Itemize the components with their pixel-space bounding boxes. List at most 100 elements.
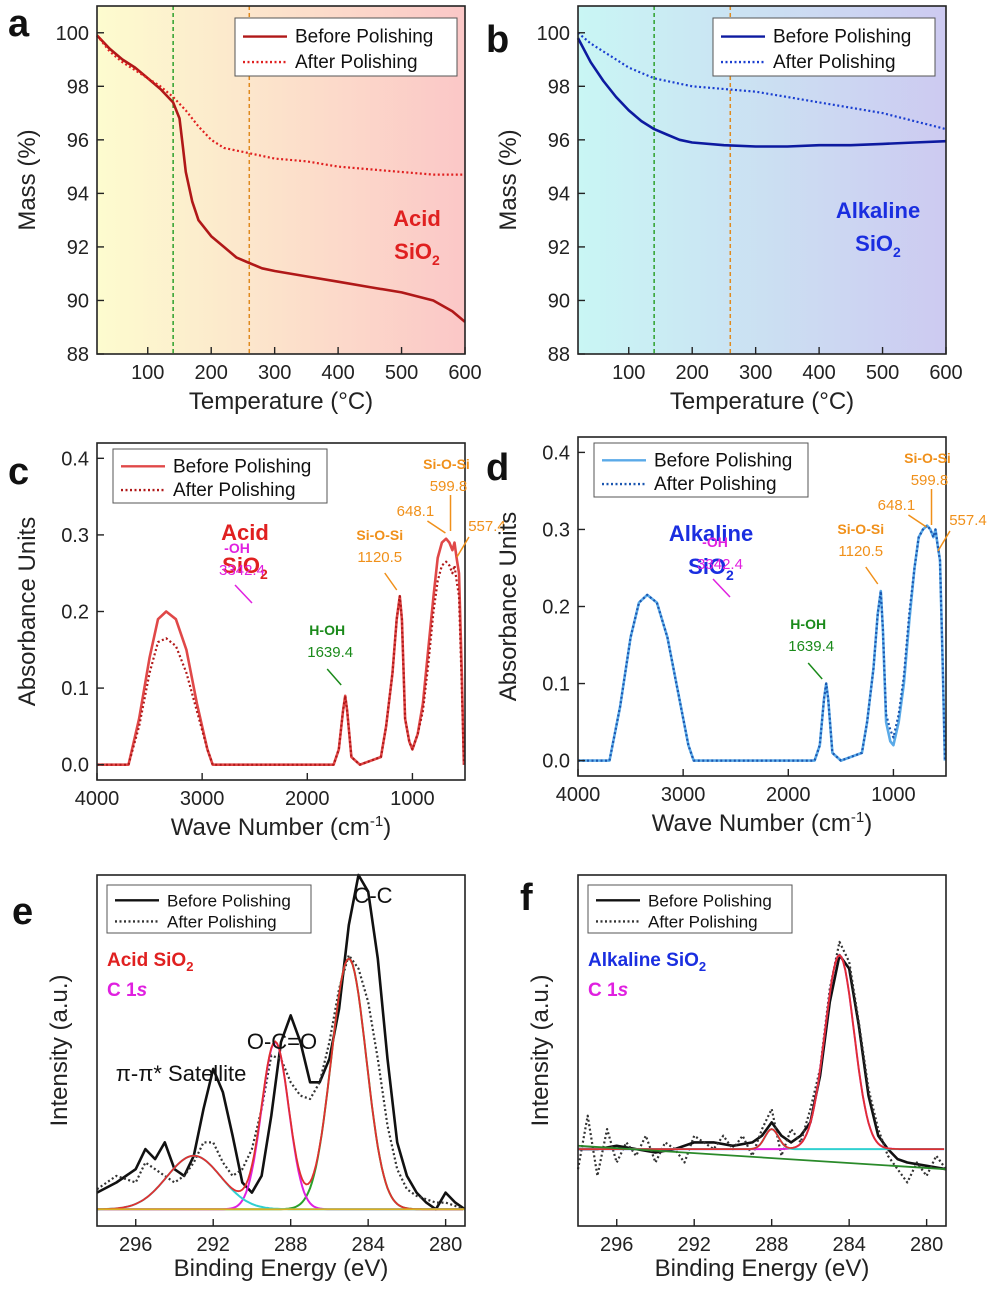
panel-e: 296 292 288 284 280 Binding Energy (eV) Intens… bbox=[12, 873, 466, 1282]
sample-label-sub: 2 bbox=[726, 567, 734, 583]
legend-entry: After Polishing bbox=[167, 912, 277, 931]
y-axis-label: Absorbance Units bbox=[14, 517, 41, 706]
peak-arrow bbox=[712, 578, 731, 598]
peak-label-oh: -OH bbox=[702, 534, 728, 550]
peak-label-hoh: H-OH bbox=[309, 622, 345, 638]
x-axis-label: Binding Energy (eV) bbox=[174, 1255, 389, 1282]
legend-entry: After Polishing bbox=[173, 480, 296, 501]
series-line-before bbox=[578, 524, 947, 762]
peak-label-satellite: π-π* Satellite bbox=[116, 1061, 247, 1086]
x-tick-label: 280 bbox=[910, 1234, 943, 1256]
x-tick-label: 600 bbox=[929, 362, 962, 384]
peak-value-557: 557.4 bbox=[949, 512, 987, 529]
peak-arrow bbox=[384, 572, 398, 591]
x-axis-label: Temperature (°C) bbox=[189, 388, 373, 415]
x-tick-label: 3000 bbox=[180, 788, 225, 810]
x-tick-label: 1000 bbox=[390, 788, 435, 810]
x-tick-label: 4000 bbox=[556, 784, 601, 806]
sample-label-sub: 2 bbox=[432, 252, 440, 268]
legend-entry: Before Polishing bbox=[173, 456, 311, 477]
x-tick-label: 284 bbox=[832, 1234, 865, 1256]
x-tick-label: 296 bbox=[600, 1234, 633, 1256]
x-axis-label-end: ) bbox=[383, 814, 391, 841]
y-axis-label: Absorbance Units bbox=[495, 512, 522, 701]
x-tick-label: 200 bbox=[676, 362, 709, 384]
axes-frame bbox=[577, 874, 947, 1227]
peak-arrow bbox=[807, 662, 823, 680]
axes-frame bbox=[96, 874, 466, 1227]
legend-entry: Before Polishing bbox=[167, 891, 291, 910]
x-tick-label: 284 bbox=[351, 1234, 384, 1256]
y-tick-label: 98 bbox=[67, 76, 89, 98]
fit-baseline bbox=[577, 1144, 947, 1171]
y-axis-label: Mass (%) bbox=[495, 129, 522, 230]
legend-box bbox=[593, 442, 809, 498]
panel-letter: e bbox=[12, 891, 33, 933]
y-axis-label: Intensity (a.u.) bbox=[527, 974, 554, 1126]
x-tick-label: 280 bbox=[429, 1234, 462, 1256]
x-tick-label: 400 bbox=[321, 362, 354, 384]
sample-label-sub: 2 bbox=[260, 566, 268, 582]
legend-box bbox=[712, 17, 936, 77]
legend-entry: After Polishing bbox=[648, 912, 758, 931]
peak-label-sios-2: Si-O-Si bbox=[423, 456, 470, 472]
legend-box bbox=[112, 448, 328, 504]
panel-f: 296 292 288 284 280 Binding Energy (eV) Intens… bbox=[520, 874, 947, 1282]
y-tick-label: 94 bbox=[67, 183, 89, 205]
sample-label-line1: Acid bbox=[221, 520, 269, 545]
y-tick-label: 96 bbox=[67, 130, 89, 152]
y-axis-label: Mass (%) bbox=[14, 129, 41, 230]
panel-c: 4000 3000 2000 1000 0.0 0.1 0.2 0.3 0.4 Wave Numb… bbox=[8, 442, 506, 841]
peak-arrow bbox=[234, 584, 253, 604]
y-tick-label: 0.4 bbox=[542, 442, 570, 464]
x-tick-label: 300 bbox=[258, 362, 291, 384]
fit-component-0 bbox=[578, 953, 945, 1151]
y-tick-label: 0.2 bbox=[61, 602, 89, 624]
legend-box bbox=[106, 884, 312, 934]
legend-entry: Before Polishing bbox=[654, 450, 792, 471]
panel-letter: f bbox=[520, 877, 533, 919]
panel-a: 100 200 300 400 500 600 88 90 92 94 96 98 100 Tempera… bbox=[8, 3, 482, 415]
axes-frame bbox=[577, 5, 947, 355]
fit-component-2 bbox=[97, 1154, 464, 1211]
panel-letter: d bbox=[486, 447, 509, 489]
element-label: C 1s bbox=[588, 980, 628, 1001]
legend-entry: Before Polishing bbox=[648, 891, 772, 910]
peak-value-648: 648.1 bbox=[397, 503, 435, 520]
peak-value-648: 648.1 bbox=[878, 497, 916, 514]
series-line-before bbox=[578, 953, 947, 1171]
peak-label-cc: C-C bbox=[353, 883, 392, 908]
y-tick-label: 100 bbox=[56, 23, 89, 45]
y-tick-label: 0.2 bbox=[542, 597, 570, 619]
sample-label: Acid SiO2 bbox=[107, 950, 193, 974]
x-tick-label: 300 bbox=[739, 362, 772, 384]
x-tick-label: 200 bbox=[195, 362, 228, 384]
legend-entry: After Polishing bbox=[295, 52, 418, 73]
y-tick-label: 100 bbox=[537, 23, 570, 45]
x-tick-label: 2000 bbox=[766, 784, 811, 806]
x-tick-label: 400 bbox=[802, 362, 835, 384]
peak-arrow bbox=[865, 566, 879, 585]
y-tick-label: 0.1 bbox=[61, 678, 89, 700]
y-tick-label: 0.3 bbox=[542, 519, 570, 541]
x-tick-label: 600 bbox=[448, 362, 481, 384]
element-label-italic: s bbox=[137, 980, 148, 1001]
peak-arrow bbox=[326, 668, 342, 686]
sample-label-sub: 2 bbox=[186, 959, 193, 974]
x-axis-label-sup: -1 bbox=[370, 813, 383, 830]
peak-arrow bbox=[908, 514, 927, 528]
sample-label-sub: 2 bbox=[699, 959, 706, 974]
series-line-after bbox=[96, 954, 466, 1211]
peak-arrow bbox=[456, 536, 470, 558]
fit-envelope bbox=[97, 957, 464, 1211]
x-axis-label: Wave Number (cm-1) bbox=[652, 809, 872, 837]
peak-arrow bbox=[427, 520, 446, 534]
y-tick-label: 90 bbox=[67, 290, 89, 312]
legend-entry: After Polishing bbox=[773, 52, 896, 73]
sample-label-line1: Alkaline bbox=[669, 521, 753, 546]
panel-b: 100 200 300 400 500 600 88 90 92 94 96 98 100 Tempera… bbox=[486, 5, 963, 415]
y-tick-label: 96 bbox=[548, 130, 570, 152]
peak-arrow bbox=[937, 530, 951, 552]
x-tick-label: 3000 bbox=[661, 784, 706, 806]
